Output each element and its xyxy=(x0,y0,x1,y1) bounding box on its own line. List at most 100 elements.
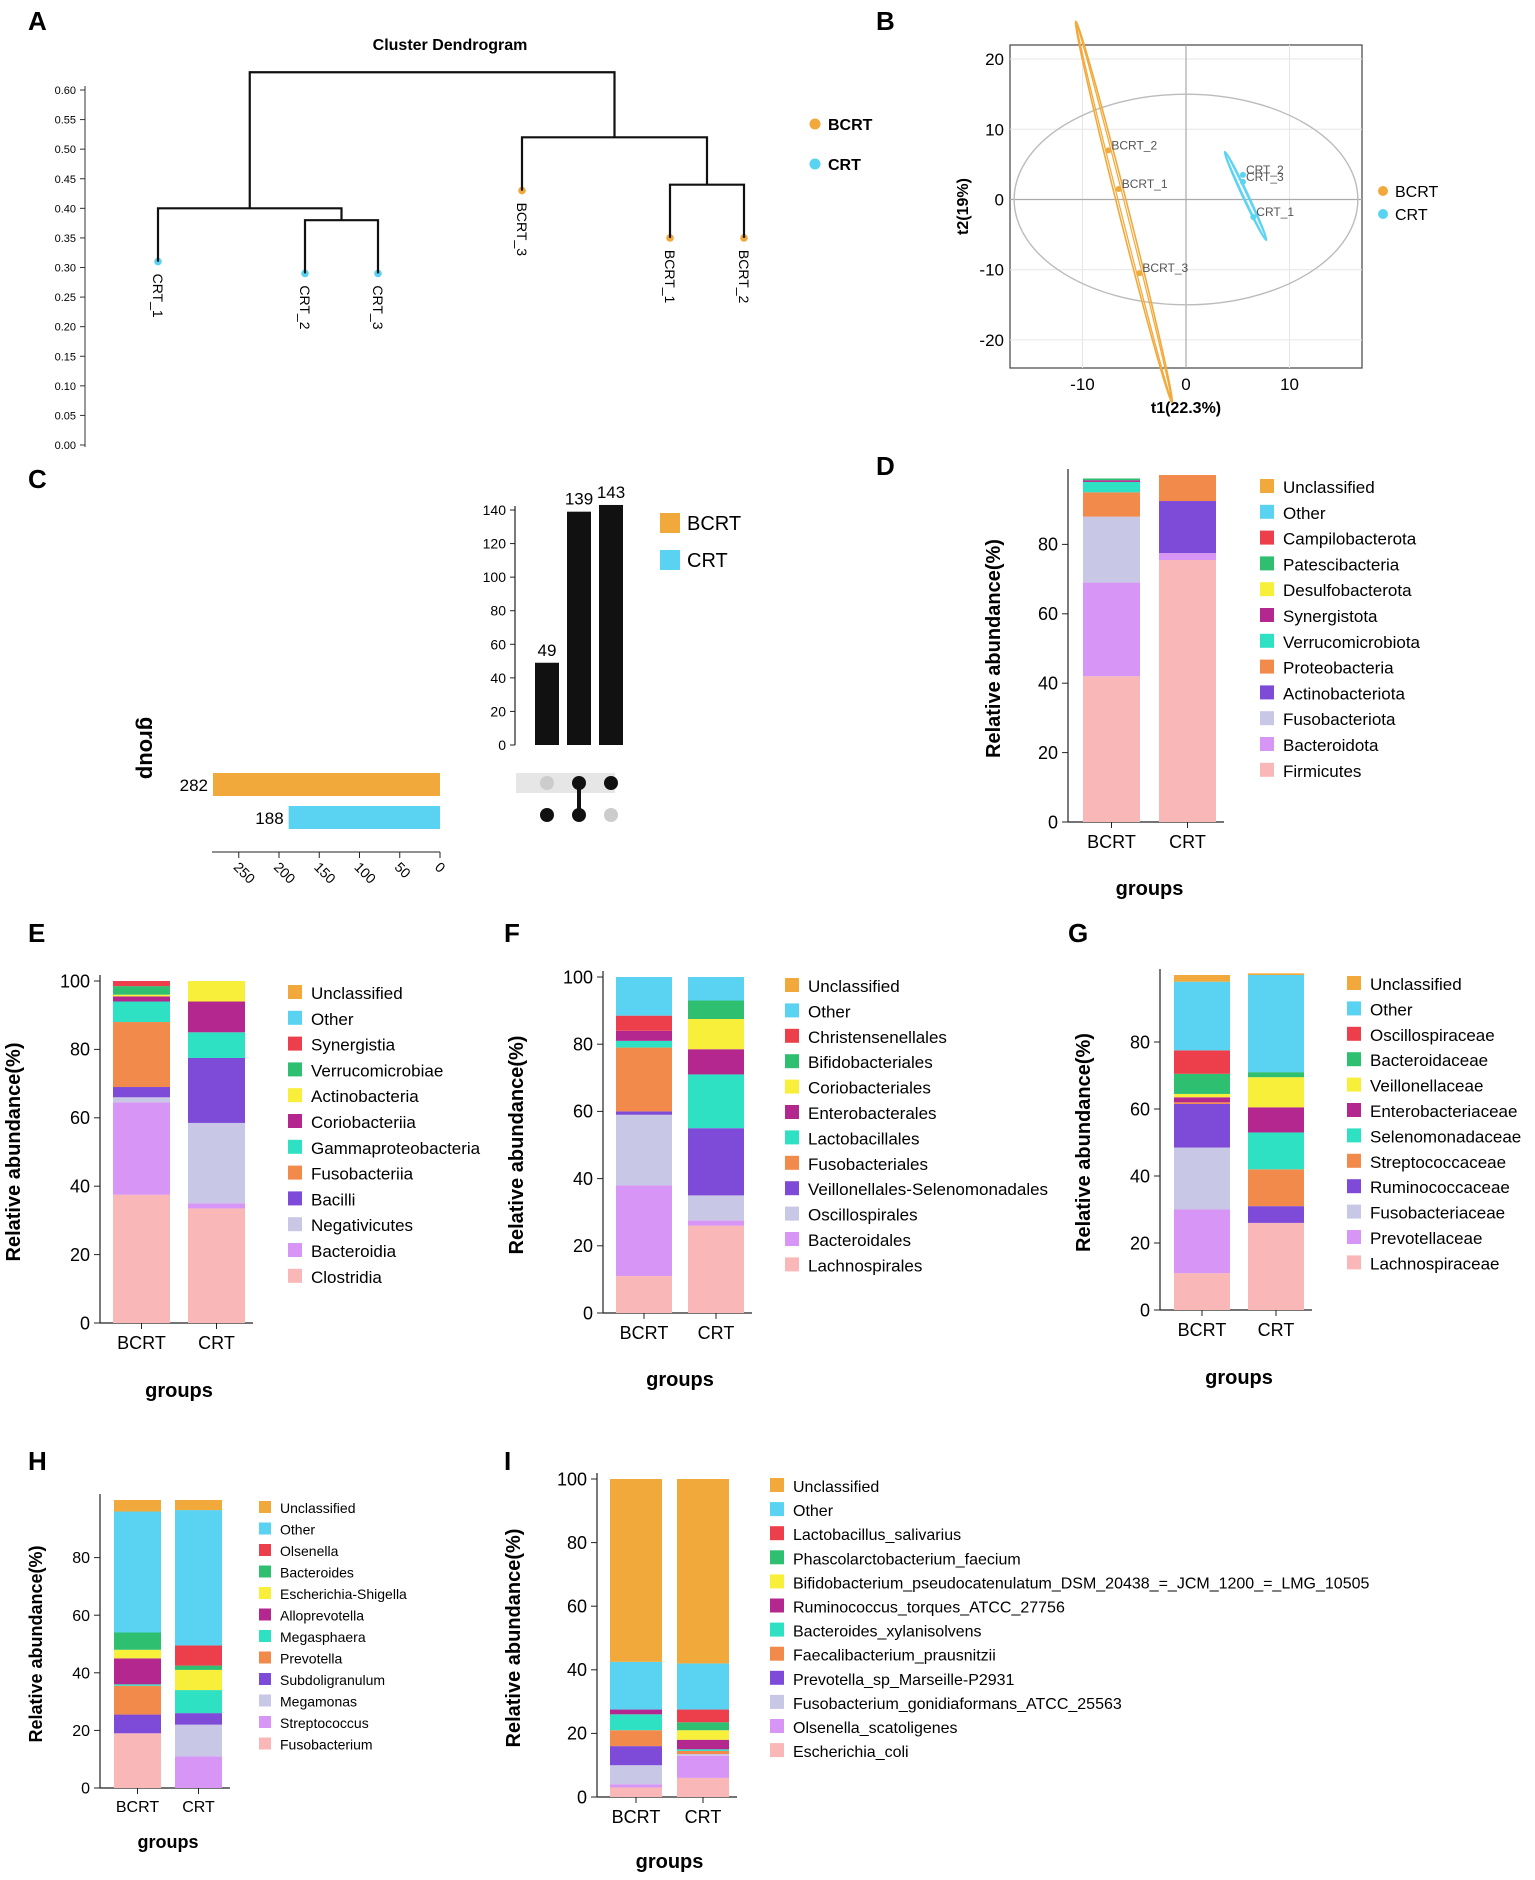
legend-label: Bacteroidaceae xyxy=(1370,1051,1488,1070)
legend-label: Megamonas xyxy=(280,1694,357,1710)
legend-swatch xyxy=(1260,582,1274,597)
bar-segment xyxy=(616,1114,672,1186)
legend-marker-crt xyxy=(660,550,680,570)
y-tick-label: 0 xyxy=(583,1303,593,1323)
upset-y-tick-label: 40 xyxy=(490,670,506,686)
legend-label: Prevotella_sp_Marseille-P2931 xyxy=(793,1672,1015,1689)
bar-segment xyxy=(175,1669,222,1691)
bar-segment xyxy=(1174,1097,1230,1103)
legend-label: Ruminococcaceae xyxy=(1370,1178,1510,1197)
leaf-label: BCRT_2 xyxy=(736,250,752,304)
bar-segment xyxy=(1174,1093,1230,1098)
sample-point-crt_3 xyxy=(1239,178,1246,185)
sample-label: CRT_2 xyxy=(1246,163,1284,177)
legend-label: Selenomonadaceae xyxy=(1370,1127,1521,1146)
legend-label: Coriobacteriia xyxy=(311,1113,416,1132)
panel-label-b: B xyxy=(876,6,895,36)
bar-segment xyxy=(677,1754,729,1756)
legend-swatch xyxy=(1347,1128,1361,1143)
legend-label: Veillonellaceae xyxy=(1370,1077,1483,1096)
class-bar-panel: 0 20 40 60 80 100 BCRT CRT groups Relative abunda… xyxy=(3,971,481,1402)
bar-segment xyxy=(188,981,245,1002)
set-size-tick-label: 150 xyxy=(311,859,339,887)
legend-label: CRT xyxy=(687,550,728,572)
legend-swatch xyxy=(785,1181,799,1196)
y-tick-label: -10 xyxy=(979,261,1004,280)
legend-swatch xyxy=(1347,1230,1361,1244)
legend-label: Clostridia xyxy=(311,1268,382,1287)
legend-swatch xyxy=(259,1694,271,1707)
bar-segment xyxy=(610,1479,662,1662)
dendrogram-link xyxy=(156,207,343,262)
intersection-bar xyxy=(599,504,623,745)
set-size-bar-crt xyxy=(288,806,440,829)
legend-label: Synergistota xyxy=(1283,607,1378,626)
intersection-bar xyxy=(567,511,591,745)
legend-swatch xyxy=(288,1062,302,1077)
bar-segment xyxy=(610,1746,662,1766)
y-tick-label: 80 xyxy=(1130,1032,1150,1052)
species-bar-panel: 0 20 40 60 80 100 BCRT CRT groups Relative abunda… xyxy=(503,1469,1369,1873)
leaf-label: CRT_1 xyxy=(150,274,166,318)
legend-swatch xyxy=(288,1191,302,1206)
bar-segment xyxy=(688,1225,744,1313)
bar-segment xyxy=(188,1122,245,1204)
leaf-point-crt_3 xyxy=(374,269,382,278)
y-tick-label: 0.45 xyxy=(55,174,76,186)
legend-swatch xyxy=(770,1622,784,1637)
legend-swatch xyxy=(1260,504,1274,519)
legend-swatch xyxy=(770,1646,784,1661)
bar-segment xyxy=(1083,478,1140,481)
panel-label-c: C xyxy=(28,464,47,494)
legend-label: Gammaproteobacteria xyxy=(311,1139,481,1158)
legend-label: Synergistia xyxy=(311,1036,396,1055)
legend-label: Bacilli xyxy=(311,1190,355,1209)
panel-label-h: H xyxy=(28,1446,47,1476)
legend-label: Other xyxy=(280,1522,315,1538)
legend-label: Fusobacteriota xyxy=(1283,710,1396,729)
x-axis-title: t1(22.3%) xyxy=(1151,400,1221,417)
bar-segment xyxy=(188,1001,245,1033)
legend-swatch xyxy=(770,1598,784,1613)
legend-label: Oscillospiraceae xyxy=(1370,1026,1495,1045)
bar-segment xyxy=(677,1750,729,1755)
bar-segment xyxy=(175,1500,222,1511)
score-plot-panel: -10 0 10 20 10 0 -10 -20 t1(22.3%) t2(19%) BCRT_2 B… xyxy=(955,20,1438,417)
legend-swatch xyxy=(785,1105,799,1119)
y-tick-label: 0.35 xyxy=(55,233,76,245)
panel-label-e: E xyxy=(28,918,45,948)
legend-label: Actinobacteriota xyxy=(1283,684,1405,703)
legend-swatch xyxy=(785,1206,799,1221)
legend-label: Other xyxy=(808,1002,851,1021)
legend-label: Fusobacteriia xyxy=(311,1165,414,1184)
legend-swatch xyxy=(259,1522,271,1535)
set-size-bar-bcrt xyxy=(213,773,440,796)
legend-swatch xyxy=(1260,711,1274,726)
legend-swatch xyxy=(259,1565,271,1578)
panel-label-g: G xyxy=(1068,918,1088,948)
x-tick-label: CRT xyxy=(182,1799,215,1816)
legend-swatch xyxy=(770,1670,784,1685)
x-tick-label: CRT xyxy=(198,1333,235,1353)
bar-segment xyxy=(616,1015,672,1031)
legend-label: Unclassified xyxy=(808,977,900,996)
leaf-label: CRT_2 xyxy=(297,285,313,329)
y-tick-label: 0 xyxy=(1048,812,1058,832)
bar-segment xyxy=(1159,560,1216,822)
panel-label-d: D xyxy=(876,451,895,481)
legend-label: Bifidobacterium_pseudocatenulatum_DSM_20… xyxy=(793,1575,1369,1592)
y-tick-label: 0 xyxy=(1140,1300,1150,1320)
bar-segment xyxy=(1248,1107,1304,1133)
bar-segment xyxy=(113,996,170,1002)
legend-swatch xyxy=(785,978,799,992)
legend-swatch xyxy=(785,1079,799,1094)
matrix-row-shade xyxy=(516,773,615,793)
x-tick-label: BCRT xyxy=(620,1323,669,1343)
legend-label: Other xyxy=(311,1010,354,1029)
x-tick-label: CRT xyxy=(685,1807,722,1827)
y-tick-label: 100 xyxy=(60,971,90,991)
legend-label: Veillonellales-Selenomonadales xyxy=(808,1180,1048,1199)
legend-label: Christensenellales xyxy=(808,1028,947,1047)
x-tick-label: 10 xyxy=(1280,375,1299,394)
legend-swatch xyxy=(1347,1153,1361,1168)
